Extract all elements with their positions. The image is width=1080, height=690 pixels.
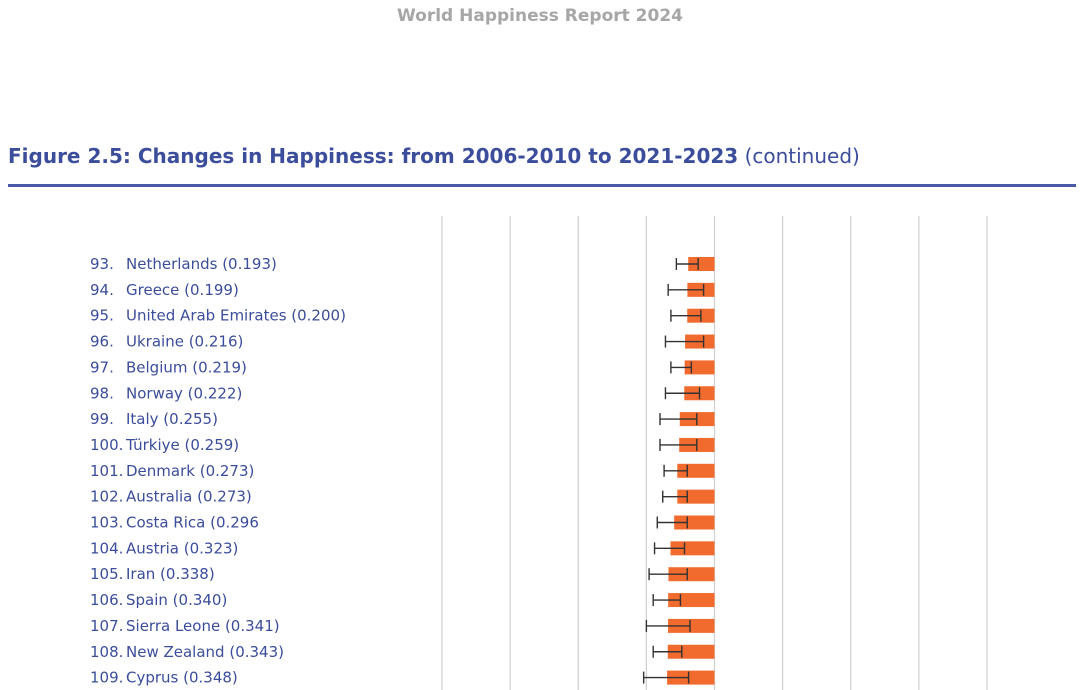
category-label: Ukraine (0.216): [126, 333, 243, 351]
category-label: Norway (0.222): [126, 384, 242, 402]
figure-title-suffix: (continued): [744, 144, 860, 168]
bar: [670, 541, 715, 556]
title-divider: [8, 184, 1076, 187]
category-label: Iran (0.338): [126, 565, 215, 583]
category-rank-label: 94.: [90, 281, 114, 299]
bar: [667, 644, 715, 659]
category-rank-label: 100.: [90, 436, 123, 454]
category-label: United Arab Emirates (0.200): [126, 307, 346, 325]
category-label: Greece (0.199): [126, 281, 239, 299]
category-label: Spain (0.340): [126, 591, 227, 609]
category-rank-label: 109.: [90, 669, 123, 687]
category-label: Belgium (0.219): [126, 358, 247, 376]
category-label: Netherlands (0.193): [126, 255, 277, 273]
figure-title-main: Figure 2.5: Changes in Happiness: from 2…: [8, 144, 739, 168]
category-label: Sierra Leone (0.341): [126, 617, 280, 635]
category-label: Austria (0.323): [126, 539, 238, 557]
category-rank-label: 101.: [90, 462, 123, 480]
category-rank-label: 102.: [90, 488, 123, 506]
category-rank-label: 95.: [90, 307, 114, 325]
bar: [674, 515, 715, 530]
bar: [667, 670, 715, 685]
bar: [668, 567, 715, 582]
category-rank-label: 108.: [90, 643, 123, 661]
category-rank-label: 93.: [90, 255, 114, 273]
category-rank-label: 98.: [90, 384, 114, 402]
report-header: World Happiness Report 2024: [397, 6, 683, 26]
category-label: Türkiye (0.259): [125, 436, 239, 454]
bar: [668, 618, 715, 633]
category-label: Costa Rica (0.296: [126, 514, 259, 532]
bar: [688, 257, 715, 271]
category-rank-label: 99.: [90, 410, 114, 428]
category-rank-label: 97.: [90, 358, 114, 376]
category-rank-label: 105.: [90, 565, 123, 583]
bar: [684, 360, 715, 375]
figure-title: Figure 2.5: Changes in Happiness: from 2…: [8, 144, 860, 168]
category-label: New Zealand (0.343): [126, 643, 284, 661]
category-label: Denmark (0.273): [126, 462, 254, 480]
category-rank-label: 103.: [90, 514, 123, 532]
category-rank-label: 106.: [90, 591, 123, 609]
category-rank-label: 107.: [90, 617, 123, 635]
category-rank-label: 96.: [90, 333, 114, 351]
category-label: Australia (0.273): [126, 488, 252, 506]
category-label: Cyprus (0.348): [126, 669, 238, 687]
category-rank-label: 104.: [90, 539, 123, 557]
category-label: Italy (0.255): [126, 410, 218, 428]
